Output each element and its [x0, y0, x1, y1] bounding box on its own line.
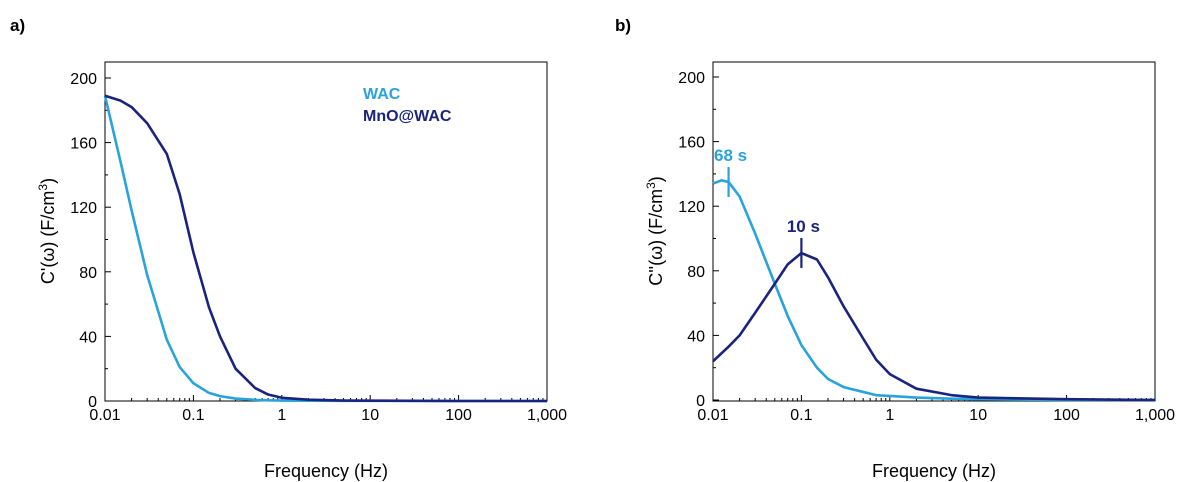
y-tick-label: 0 [88, 394, 97, 411]
panel-a-legend: WAC MnO@WAC [363, 86, 452, 125]
x-tick-label: 1 [885, 407, 894, 424]
y-tick-label: 0 [696, 393, 705, 410]
series-line-wac [103, 95, 547, 403]
x-tick-label: 1 [277, 407, 286, 424]
panel-a-x-axis-title: Frequency (Hz) [264, 461, 388, 481]
x-tick-label: 0.01 [697, 407, 728, 424]
panel-a: a) 0.01 0.1 1 10 100 1,000 0 40 80 120 160 200 WAC … [10, 16, 567, 481]
y-tick-label: 200 [678, 70, 705, 87]
y-tick-label: 40 [687, 328, 705, 345]
legend-entry-mno-wac: MnO@WAC [363, 108, 452, 125]
annotation-label: 10 s [787, 217, 820, 236]
x-tick-label: 100 [1053, 407, 1080, 424]
y-tick-label: 120 [678, 199, 705, 216]
panel-b-plot-frame [712, 61, 1156, 402]
x-tick-label: 10 [361, 407, 379, 424]
annotation-label: 68 s [714, 146, 747, 165]
series-line-light-blue [712, 179, 1155, 402]
x-tick-label: 0.1 [182, 407, 204, 424]
x-tick-label: 100 [445, 407, 472, 424]
panel-b-ticks: 0.01 0.1 1 10 100 1,000 0 40 80 120 160 200 [678, 70, 1175, 424]
y-tick-label: 160 [70, 136, 97, 153]
panel-b: b) 0.01 0.1 1 10 100 1,000 0 40 80 120 160 200 68 s… [615, 16, 1175, 481]
panel-a-y-axis-title: C'(ω) (F/cm3) [36, 178, 58, 284]
y-tick-label: 200 [70, 71, 97, 88]
panel-a-label: a) [10, 16, 25, 35]
y-tick-label: 120 [70, 200, 97, 217]
y-tick-label: 40 [79, 329, 97, 346]
series-line-mno-wac [104, 94, 547, 403]
series-line-dark-navy [712, 251, 1156, 402]
panel-b-annotations: 68 s 10 s [714, 146, 820, 269]
x-tick-label: 0.1 [790, 407, 812, 424]
y-tick-label: 80 [687, 264, 705, 281]
x-tick-label: 1,000 [1135, 407, 1175, 424]
x-tick-label: 1,000 [527, 407, 567, 424]
legend-entry-wac: WAC [363, 86, 401, 103]
x-tick-label: 0.01 [89, 407, 120, 424]
panel-a-ticks: 0.01 0.1 1 10 100 1,000 0 40 80 120 160 200 [70, 71, 567, 424]
panel-b-x-axis-title: Frequency (Hz) [872, 461, 996, 481]
panel-b-label: b) [615, 16, 631, 35]
panel-b-y-axis-title: C''(ω) (F/cm3) [644, 176, 666, 286]
panel-a-series [103, 94, 547, 403]
y-tick-label: 160 [678, 135, 705, 152]
y-tick-label: 80 [79, 265, 97, 282]
x-tick-label: 10 [969, 407, 987, 424]
panel-b-series [712, 179, 1156, 402]
